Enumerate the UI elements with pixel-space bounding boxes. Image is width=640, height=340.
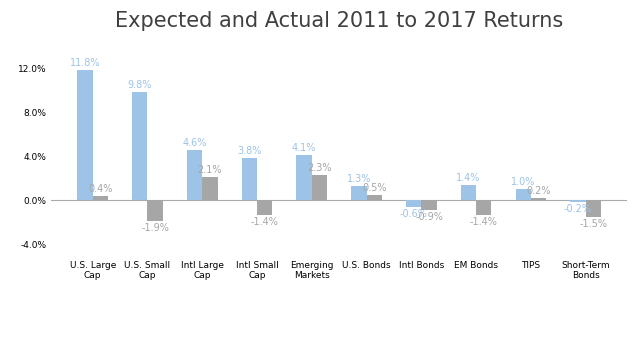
Bar: [77, 70, 93, 200]
Text: 0.2%: 0.2%: [526, 186, 551, 196]
Bar: [570, 200, 586, 202]
Bar: [242, 158, 257, 200]
Text: 1.0%: 1.0%: [511, 177, 536, 187]
Text: 0.5%: 0.5%: [362, 183, 387, 192]
Text: 2.1%: 2.1%: [198, 165, 222, 175]
Bar: [516, 189, 531, 200]
Bar: [296, 155, 312, 200]
Text: -1.4%: -1.4%: [251, 218, 278, 227]
Bar: [202, 177, 218, 200]
Text: 9.8%: 9.8%: [127, 81, 152, 90]
Text: -0.6%: -0.6%: [400, 209, 428, 219]
Text: 4.1%: 4.1%: [292, 143, 316, 153]
Bar: [257, 200, 273, 216]
Text: 11.8%: 11.8%: [70, 58, 100, 68]
Bar: [147, 200, 163, 221]
Text: 2.3%: 2.3%: [307, 163, 332, 173]
Text: -0.2%: -0.2%: [564, 204, 592, 214]
Bar: [406, 200, 421, 207]
Text: 1.4%: 1.4%: [456, 173, 481, 183]
Title: Expected and Actual 2011 to 2017 Returns: Expected and Actual 2011 to 2017 Returns: [115, 11, 563, 31]
Text: 1.3%: 1.3%: [347, 174, 371, 184]
Bar: [367, 194, 382, 200]
Text: 3.8%: 3.8%: [237, 146, 262, 156]
Text: -0.9%: -0.9%: [415, 212, 443, 222]
Bar: [421, 200, 436, 210]
Bar: [531, 198, 547, 200]
Text: -1.4%: -1.4%: [470, 218, 498, 227]
Bar: [93, 196, 108, 200]
Bar: [351, 186, 367, 200]
Bar: [586, 200, 601, 217]
Bar: [476, 200, 492, 216]
Bar: [312, 175, 327, 200]
Text: 4.6%: 4.6%: [182, 138, 207, 148]
Bar: [187, 150, 202, 200]
Bar: [132, 92, 147, 200]
Bar: [461, 185, 476, 200]
Text: -1.9%: -1.9%: [141, 223, 169, 233]
Text: -1.5%: -1.5%: [579, 219, 607, 228]
Text: 0.4%: 0.4%: [88, 184, 113, 194]
